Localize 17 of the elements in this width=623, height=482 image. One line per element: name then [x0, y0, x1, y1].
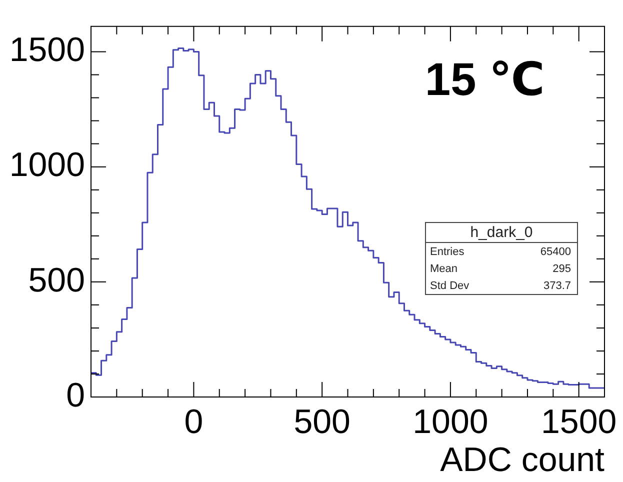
annotation: h_dark_0	[426, 223, 577, 243]
annotation: 65400	[540, 246, 571, 258]
y-tick-label: 0	[66, 376, 85, 414]
x-tick-label: 0	[184, 402, 204, 441]
annotation: 295	[552, 263, 571, 275]
annotation: Entries	[430, 246, 464, 258]
x-tick-label: 1000	[412, 402, 488, 441]
y-tick-label: 1000	[9, 146, 85, 184]
y-tick-label: 500	[28, 261, 85, 300]
annotation: 373.7	[543, 280, 571, 292]
y-tick-label: 1500	[9, 31, 85, 70]
annotation: Std Dev	[430, 280, 470, 292]
annotation: Mean	[430, 263, 458, 275]
x-axis-title: ADC count	[440, 440, 606, 479]
annotation: 15 ℃	[425, 52, 545, 106]
x-tick-label: 500	[294, 402, 350, 441]
x-tick-label: 1500	[541, 402, 617, 441]
